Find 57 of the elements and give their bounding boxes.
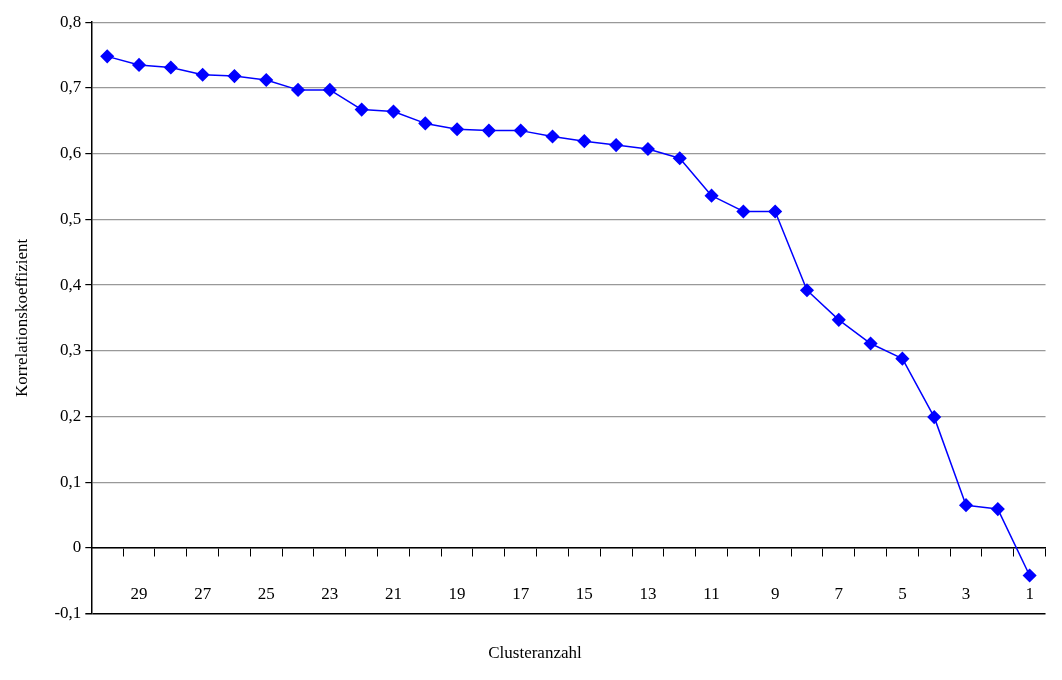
x-tick-label: 21 <box>384 583 402 603</box>
point <box>482 123 496 138</box>
point <box>545 129 560 144</box>
y-tick-label: 0,6 <box>60 143 82 163</box>
point <box>291 83 305 97</box>
y-tick-label: -0,1 <box>54 603 82 623</box>
y-tick-label: 0,8 <box>60 11 82 31</box>
y-tick-label: 0,2 <box>60 405 82 425</box>
point <box>100 49 114 64</box>
y-axis-title: Korrelationskoeffizient <box>11 238 31 398</box>
point <box>227 69 242 83</box>
x-tick-label: 13 <box>639 583 657 603</box>
point <box>164 60 178 75</box>
point <box>354 102 369 117</box>
x-axis-title: Clusteranzahl <box>488 643 583 663</box>
x-tick-label: 29 <box>130 583 148 603</box>
x-tick-label: 1 <box>1025 583 1034 603</box>
point <box>1022 568 1037 583</box>
point <box>513 123 528 138</box>
point <box>800 283 814 298</box>
point <box>418 116 433 131</box>
point <box>323 83 337 97</box>
y-tick-label: 0,7 <box>60 77 82 97</box>
point <box>991 502 1005 516</box>
point <box>673 151 687 165</box>
point <box>927 410 941 424</box>
point <box>641 142 655 156</box>
y-tick-label: 0,3 <box>60 340 82 360</box>
point <box>863 336 878 351</box>
x-tick-label: 23 <box>321 583 339 603</box>
y-tick-label: 0 <box>72 537 82 557</box>
y-tick-label: 0,4 <box>60 274 82 294</box>
x-tick-label: 7 <box>834 583 844 603</box>
y-tick-label: 0,1 <box>60 471 82 491</box>
point <box>577 134 592 148</box>
point <box>704 188 719 203</box>
point <box>609 138 623 152</box>
x-tick-label: 3 <box>961 583 971 603</box>
point <box>195 68 210 82</box>
point <box>259 73 273 87</box>
x-tick-label: 15 <box>575 583 593 603</box>
x-tick-label: 11 <box>703 583 720 603</box>
x-tick-label: 9 <box>770 583 780 603</box>
x-tick-label: 25 <box>257 583 275 603</box>
x-tick-label: 5 <box>898 583 907 603</box>
x-tick-label: 17 <box>512 583 530 603</box>
point <box>736 204 751 219</box>
point <box>895 351 910 366</box>
point <box>832 313 846 327</box>
point <box>768 204 782 219</box>
point <box>959 498 973 512</box>
point <box>132 58 146 72</box>
x-tick-label: 27 <box>194 583 212 603</box>
x-tick-label: 19 <box>448 583 466 603</box>
y-tick-label: 0,5 <box>60 208 82 228</box>
point <box>386 104 401 119</box>
point <box>450 122 464 137</box>
